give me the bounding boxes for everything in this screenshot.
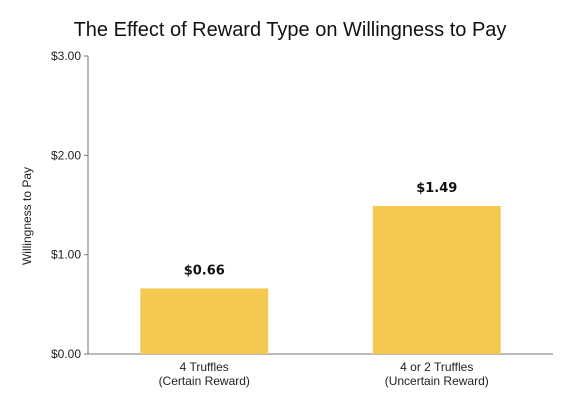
x-category-label: 4 Truffles — [180, 360, 229, 374]
y-tick-label: $1.00 — [51, 248, 81, 262]
bar — [140, 288, 269, 354]
bars-group — [140, 205, 501, 354]
chart-title: The Effect of Reward Type on Willingness… — [74, 19, 507, 41]
x-category-label: (Certain Reward) — [159, 374, 250, 388]
y-axis-label: Willingness to Pay — [20, 167, 34, 265]
bar — [372, 205, 501, 354]
bar-value-label: $0.66 — [184, 263, 225, 278]
y-tick-label: $3.00 — [51, 49, 81, 63]
x-category-label: (Uncertain Reward) — [385, 374, 489, 388]
data-labels-group: $0.66 $1.49 — [184, 181, 458, 278]
bar-value-label: $1.49 — [416, 181, 457, 196]
x-category-label: 4 or 2 Truffles — [400, 360, 473, 374]
y-tick-label: $2.00 — [51, 148, 81, 162]
y-axis-ticks: $0.00 $1.00 $2.00 $3.00 — [51, 49, 88, 361]
y-tick-label: $0.00 — [51, 347, 81, 361]
category-labels-group: 4 Truffles(Certain Reward) 4 or 2 Truffle… — [159, 360, 489, 388]
